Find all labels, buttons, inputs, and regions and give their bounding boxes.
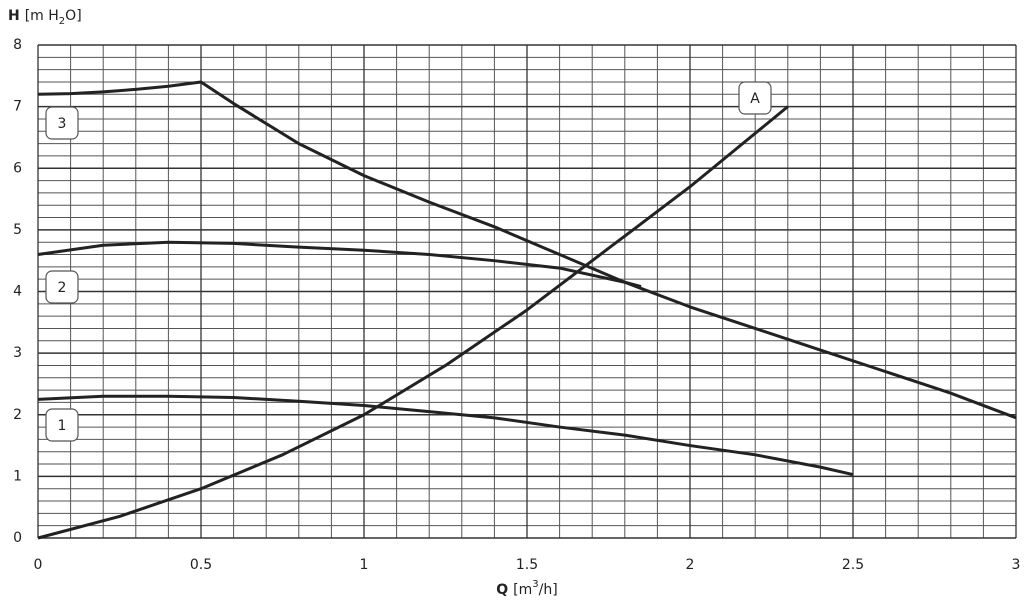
axis-symbol: H xyxy=(8,8,20,24)
axis-unit: O] xyxy=(65,8,81,24)
x-tick-label: 3 xyxy=(1012,557,1021,573)
y-tick-label: 6 xyxy=(13,160,22,176)
axis-symbol: Q xyxy=(496,582,508,598)
curve xyxy=(37,394,854,476)
curve xyxy=(37,240,642,289)
axis-unit: [m H xyxy=(25,8,59,24)
y-tick-label: 4 xyxy=(13,284,22,300)
x-tick-label: 0.5 xyxy=(190,557,212,573)
x-tick-label: 2.5 xyxy=(842,557,864,573)
y-tick-label: 8 xyxy=(13,37,22,53)
x-tick-label: 1.5 xyxy=(516,557,538,573)
x-tick-label: 2 xyxy=(686,557,695,573)
x-label: Q [m3/h] xyxy=(496,579,557,598)
curve-label-box xyxy=(45,106,79,140)
curve-label-box xyxy=(45,408,79,442)
y-tick-label: 2 xyxy=(13,407,22,423)
curve-label-box xyxy=(738,81,772,115)
curve-label: A xyxy=(750,91,760,107)
curve-label-box xyxy=(45,270,79,304)
curve xyxy=(37,80,1017,420)
y-label: H [m H2O] xyxy=(8,8,82,27)
y-tick-label: 0 xyxy=(13,530,22,546)
y-tick-label: 1 xyxy=(13,468,22,484)
curve-label: 3 xyxy=(58,116,67,132)
curve-label: 2 xyxy=(58,280,67,296)
x-tick-label: 1 xyxy=(360,557,369,573)
axis-unit-script: 3 xyxy=(532,579,538,590)
curve-label: 1 xyxy=(58,418,67,434)
x-tick-label: 0 xyxy=(34,557,43,573)
curve xyxy=(37,105,789,540)
y-tick-label: 5 xyxy=(13,222,22,238)
axis-unit: [m xyxy=(513,582,532,598)
axis-unit-script: 2 xyxy=(59,16,65,27)
axis-unit: /h] xyxy=(539,582,558,598)
y-tick-label: 3 xyxy=(13,345,22,361)
y-tick-label: 7 xyxy=(13,99,22,115)
